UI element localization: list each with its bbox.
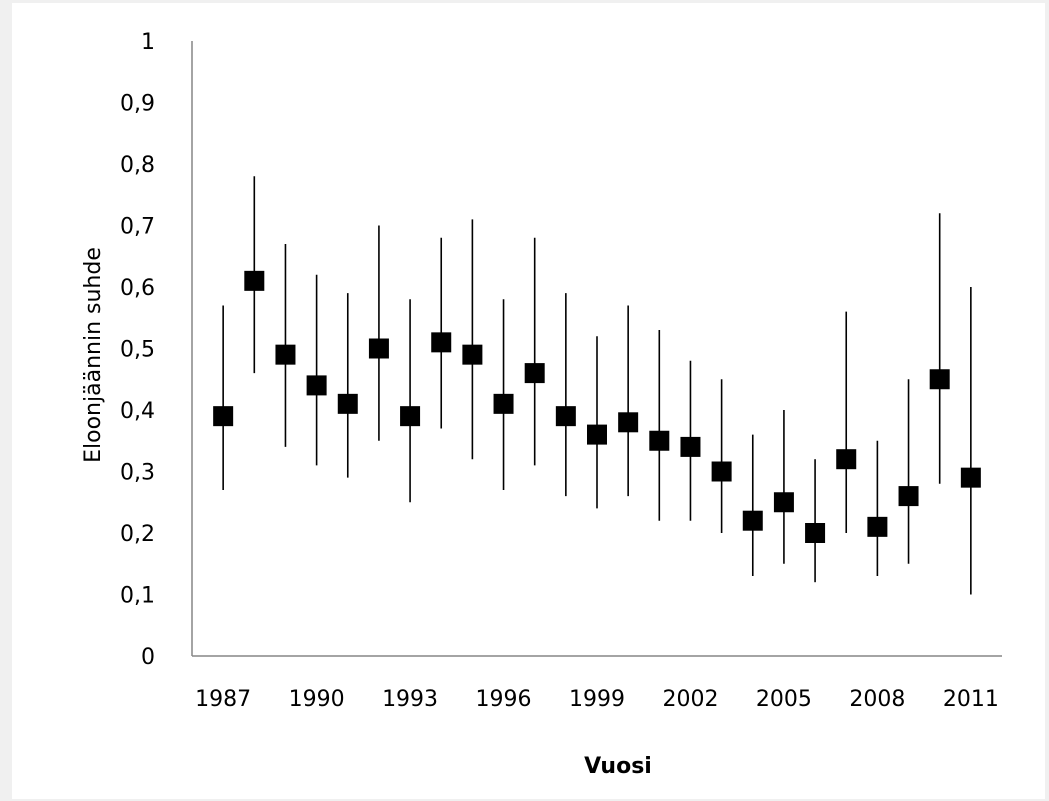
y-axis-title: Eloonjäännin suhde (81, 247, 106, 463)
data-point (462, 344, 483, 365)
data-point (337, 393, 358, 414)
y-tick-label: 0,8 (120, 153, 155, 178)
x-tick-label: 2011 (943, 687, 999, 712)
data-point (711, 461, 732, 482)
x-tick-label: 1996 (476, 687, 532, 712)
survival-ratio-chart: 0 0,1 0,2 0,3 0,4 0,5 0,6 0,7 0,8 0,9 1 1987 1990 19… (81, 30, 1002, 779)
y-tick-label: 0,5 (120, 338, 155, 363)
data-point (867, 516, 888, 537)
y-tick-label: 0,9 (120, 92, 155, 117)
data-point (368, 338, 389, 359)
data-point (431, 332, 452, 353)
y-tick-label: 1 (141, 30, 155, 55)
y-tick-label: 0,6 (120, 276, 155, 301)
data-point (400, 406, 421, 427)
x-tick-label: 1990 (289, 687, 345, 712)
y-tick-label: 0,7 (120, 215, 155, 240)
x-tick-label: 2008 (849, 687, 905, 712)
data-point (742, 510, 763, 531)
data-point (275, 344, 296, 365)
data-point (555, 406, 576, 427)
data-point (587, 424, 607, 445)
data-point (493, 393, 514, 414)
data-point (680, 436, 701, 457)
x-tick-label: 2002 (662, 687, 718, 712)
x-axis-title: Vuosi (584, 754, 652, 779)
x-tick-label: 1993 (382, 687, 438, 712)
data-point (929, 369, 950, 390)
data-point (805, 523, 826, 543)
data-point (649, 430, 670, 451)
y-tick-label: 0,3 (120, 461, 155, 486)
x-tick-label: 1999 (569, 687, 625, 712)
y-tick-label: 0,4 (120, 399, 155, 424)
data-point (960, 467, 981, 488)
y-tick-label: 0,1 (120, 584, 155, 609)
data-point (898, 486, 919, 507)
data-point (524, 363, 545, 384)
data-point (618, 412, 639, 433)
data-point (836, 449, 857, 470)
data-point (244, 270, 265, 291)
data-point (306, 375, 327, 396)
x-tick-label: 1987 (195, 687, 251, 712)
y-tick-label: 0 (141, 645, 155, 670)
y-tick-label: 0,2 (120, 522, 155, 547)
data-point (213, 406, 234, 427)
x-tick-label: 2005 (756, 687, 812, 712)
data-point (773, 492, 794, 513)
chart-frame: 0 0,1 0,2 0,3 0,4 0,5 0,6 0,7 0,8 0,9 1 1987 1990 19… (12, 3, 1045, 799)
